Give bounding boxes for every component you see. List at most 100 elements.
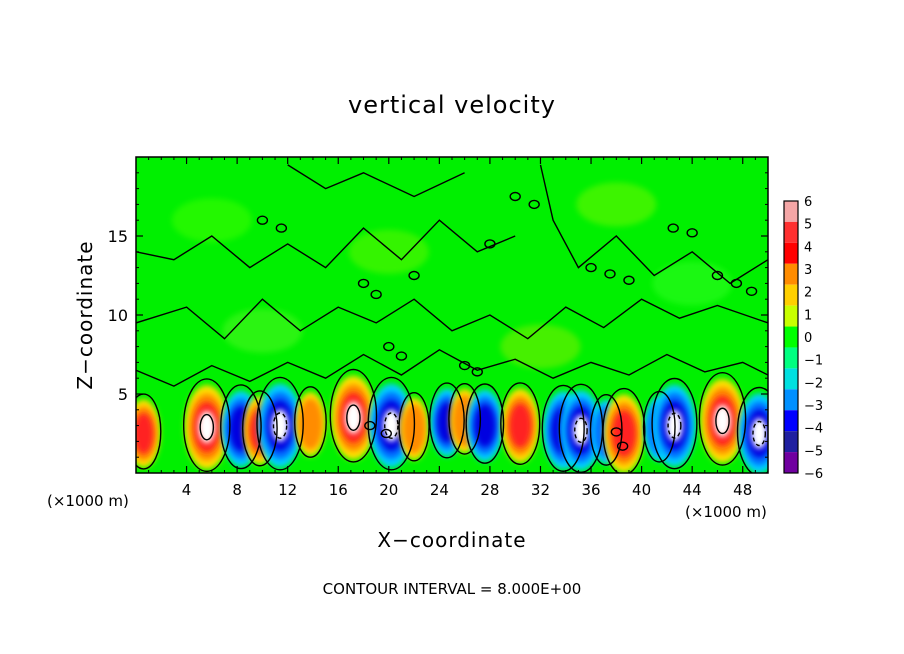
downdraft-cell xyxy=(258,383,303,468)
small-contour xyxy=(528,199,540,210)
small-contour xyxy=(623,275,635,285)
small-contour xyxy=(484,239,496,249)
y-tick-label: 5 xyxy=(118,385,128,404)
cell-shade xyxy=(474,404,496,448)
inner-contour xyxy=(574,417,588,444)
x-tick-label: 4 xyxy=(182,481,192,499)
zero-contour xyxy=(241,390,278,467)
inner-contour xyxy=(667,412,682,439)
colorbar-label: −4 xyxy=(804,422,823,437)
colorbar-label: 3 xyxy=(804,263,812,278)
colorbar-label: −1 xyxy=(804,354,823,369)
colorbar-label: 0 xyxy=(804,331,812,346)
zero-contour xyxy=(698,371,747,466)
small-contour xyxy=(383,341,395,352)
zero-contour-line xyxy=(136,348,768,387)
cell-shade xyxy=(573,415,589,446)
small-contour xyxy=(509,191,521,202)
downdraft-cell xyxy=(560,390,602,471)
updraft-cell xyxy=(184,385,229,470)
zero-contour xyxy=(589,394,623,466)
small-contour xyxy=(745,286,758,296)
cell-shade xyxy=(751,418,767,449)
x-tick-label: 20 xyxy=(379,481,398,499)
x-unit-right: (×1000 m) xyxy=(685,503,767,521)
colorbar-label: −5 xyxy=(804,444,823,459)
zero-contour-line xyxy=(287,164,465,198)
colorbar-frame xyxy=(783,200,799,474)
colorbar-label: −6 xyxy=(804,467,823,482)
x-tick-label: 24 xyxy=(430,481,449,499)
colorbar-label: 6 xyxy=(804,195,812,210)
zero-contour xyxy=(602,387,646,473)
small-contour xyxy=(604,269,616,279)
colorbar-label: −2 xyxy=(804,376,823,391)
zero-contour xyxy=(429,382,465,459)
colorbar-swatch xyxy=(784,431,798,453)
cell-shade xyxy=(298,398,323,450)
cell-shade xyxy=(198,411,216,444)
small-contour xyxy=(471,367,483,377)
inner-contour xyxy=(715,407,730,435)
colorbar-swatch xyxy=(784,284,798,306)
y-tick-label: 15 xyxy=(108,227,128,246)
x-tick-label: 48 xyxy=(733,481,752,499)
background-patch xyxy=(348,229,429,274)
colorbar-swatch xyxy=(784,452,798,473)
background-patch xyxy=(500,324,581,369)
updraft-cell xyxy=(604,394,644,473)
zero-contour-line xyxy=(136,298,768,340)
small-contour xyxy=(686,228,698,238)
zero-contour xyxy=(398,391,430,462)
colorbar-swatch xyxy=(784,305,798,327)
updraft-cell xyxy=(700,378,745,463)
contour-interval-footer: CONTOUR INTERVAL = 8.000E+00 xyxy=(323,580,582,598)
x-tick-label: 40 xyxy=(632,481,651,499)
x-tick-label: 44 xyxy=(683,481,702,499)
zero-contour xyxy=(329,368,378,463)
zero-contour xyxy=(293,386,327,458)
zero-contour xyxy=(500,382,541,465)
inner-contour xyxy=(384,412,399,439)
updraft-cell xyxy=(501,388,539,463)
updraft-cell xyxy=(295,392,326,457)
cell-shade xyxy=(509,403,532,448)
x-axis-label: X−coordinate xyxy=(377,528,526,552)
x-tick-label: 8 xyxy=(232,481,242,499)
cell-shade xyxy=(382,409,400,442)
zero-contour xyxy=(367,376,416,471)
cell-shade xyxy=(714,404,731,437)
colorbar-swatch xyxy=(784,201,798,222)
zero-contour xyxy=(256,376,304,471)
small-contour xyxy=(610,427,623,437)
small-contour xyxy=(730,278,743,289)
cell-shade xyxy=(271,409,289,442)
inner-contour xyxy=(346,404,361,432)
colorbar-swatch xyxy=(784,368,798,390)
inner-contour xyxy=(199,413,215,441)
zero-contour xyxy=(182,378,231,473)
zero-contour xyxy=(541,384,585,472)
colorbar-swatch xyxy=(784,242,798,264)
zero-contour xyxy=(465,383,505,464)
y-tick-label: 10 xyxy=(108,306,128,325)
x-unit-left: (×1000 m) xyxy=(47,492,129,510)
colorbar-swatch xyxy=(784,389,798,411)
y-axis-label: Z−coordinate xyxy=(73,240,97,389)
downdraft-cell xyxy=(467,389,503,462)
small-contour xyxy=(458,360,471,371)
zero-contour-line xyxy=(539,164,768,285)
cell-shade xyxy=(136,413,154,454)
colorbar-swatch xyxy=(784,221,798,243)
background-patch xyxy=(222,308,303,353)
chart-title: vertical velocity xyxy=(348,91,556,119)
x-tick-label: 28 xyxy=(480,481,499,499)
small-contour xyxy=(616,441,629,451)
x-tick-label: 16 xyxy=(329,481,348,499)
zero-contour xyxy=(220,384,262,470)
x-tick-label: 12 xyxy=(278,481,297,499)
colorbar: 6 5 4 3 2 1 0 −1 −2 −3 −4 −5 −6 xyxy=(783,195,823,482)
colorbar-label: 2 xyxy=(804,286,812,301)
